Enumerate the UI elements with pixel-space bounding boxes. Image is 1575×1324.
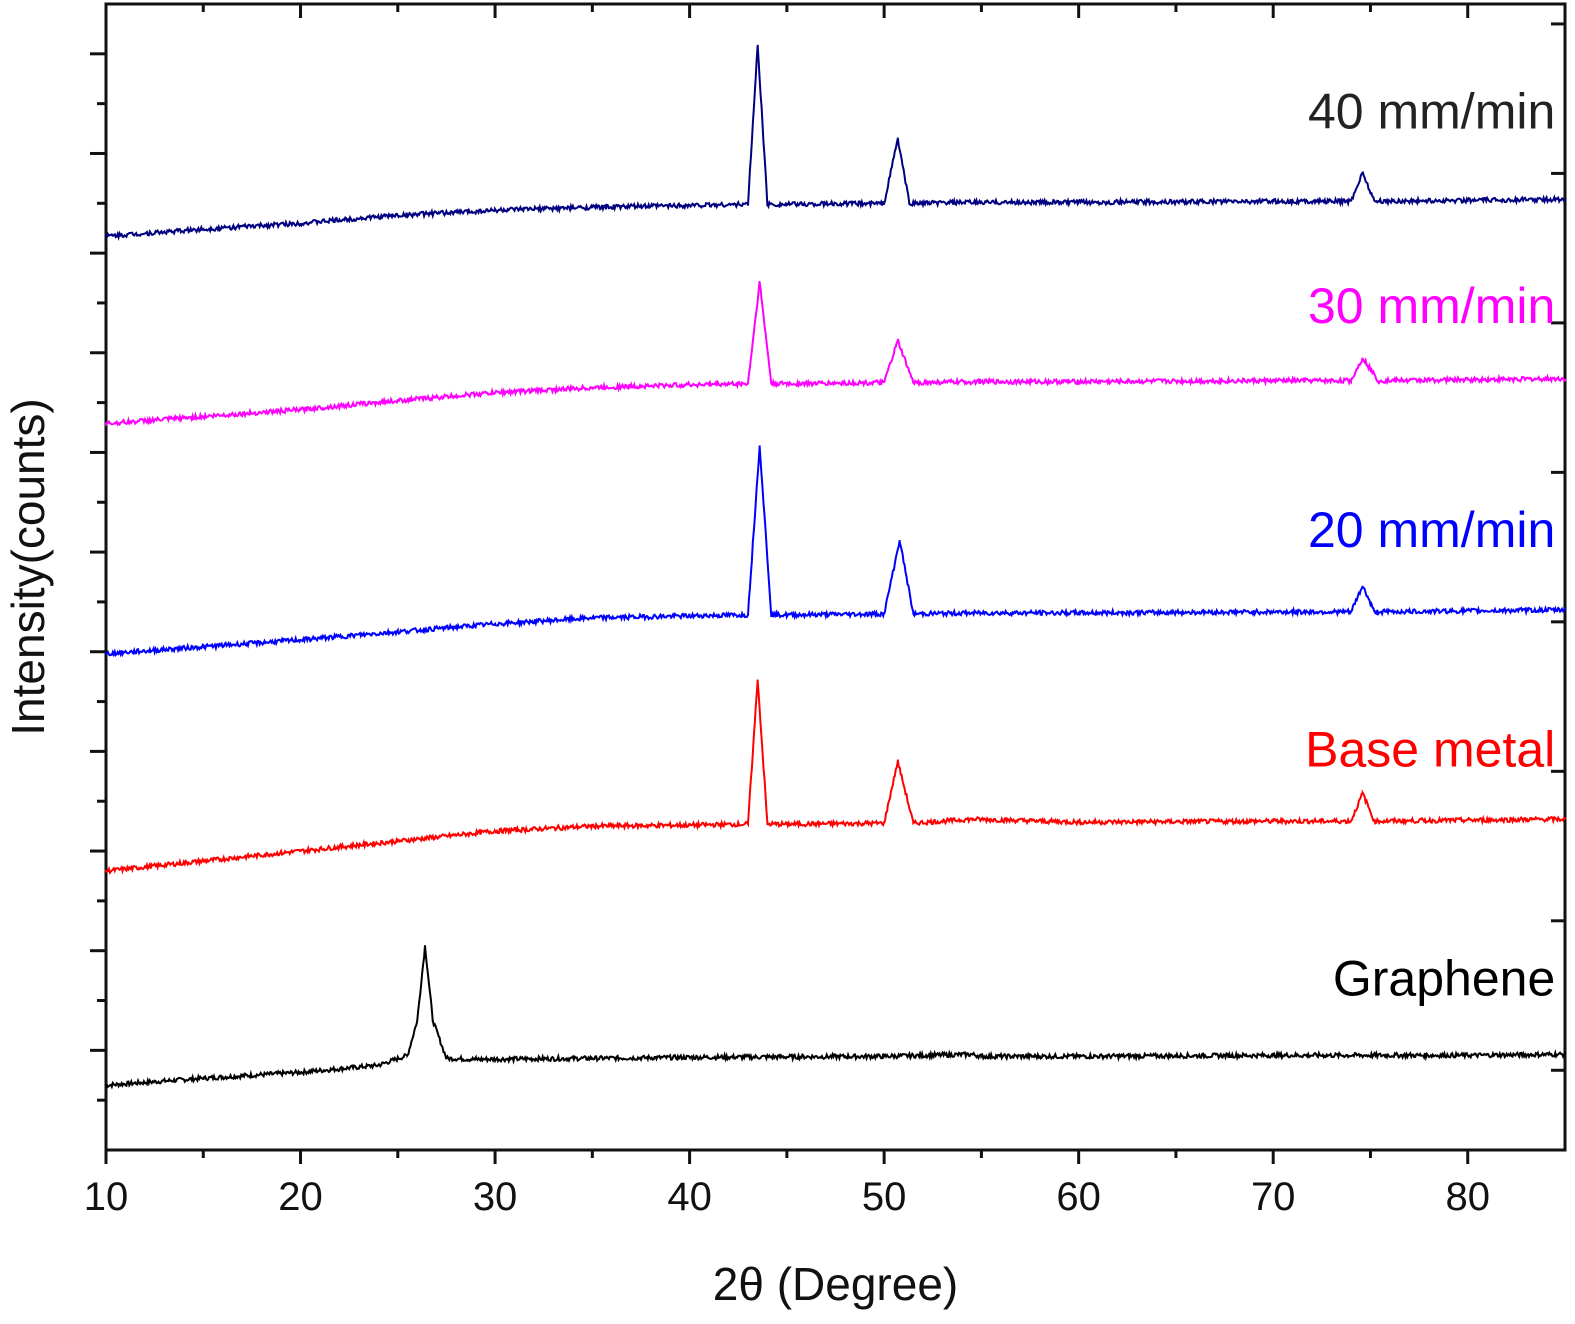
series-label-base-metal: Base metal	[1305, 721, 1555, 777]
series-layer	[105, 44, 1566, 1090]
series-label-30-mm-min: 30 mm/min	[1308, 278, 1555, 334]
axis-ticks: 10 20 30 40 50 60 70 80	[84, 4, 1565, 1219]
series-line-20-mm-min	[105, 445, 1566, 658]
x-tick-label: 40	[667, 1175, 712, 1219]
series-label-40-mm-min: 40 mm/min	[1308, 84, 1555, 140]
x-tick-label: 80	[1445, 1175, 1490, 1219]
x-tick-label: 30	[473, 1175, 518, 1219]
plot-frame	[104, 2, 1567, 1152]
x-tick-label: 20	[278, 1175, 323, 1219]
y-axis-title: Intensity(counts)	[2, 398, 54, 735]
x-axis-title: 2θ (Degree)	[713, 1258, 958, 1310]
series-label-20-mm-min: 20 mm/min	[1308, 502, 1555, 558]
x-tick-label: 60	[1056, 1175, 1101, 1219]
series-line-30-mm-min	[105, 280, 1566, 427]
series-label-graphene: Graphene	[1333, 951, 1555, 1007]
x-tick-label: 70	[1251, 1175, 1296, 1219]
x-tick-label: 10	[84, 1175, 129, 1219]
series-line-40-mm-min	[105, 44, 1566, 242]
x-tick-label: 50	[862, 1175, 907, 1219]
series-line-base-metal	[105, 679, 1566, 875]
series-line-graphene	[105, 945, 1566, 1090]
series-labels-layer: 40 mm/min 30 mm/min 20 mm/min Base metal Gra…	[1305, 84, 1555, 1007]
